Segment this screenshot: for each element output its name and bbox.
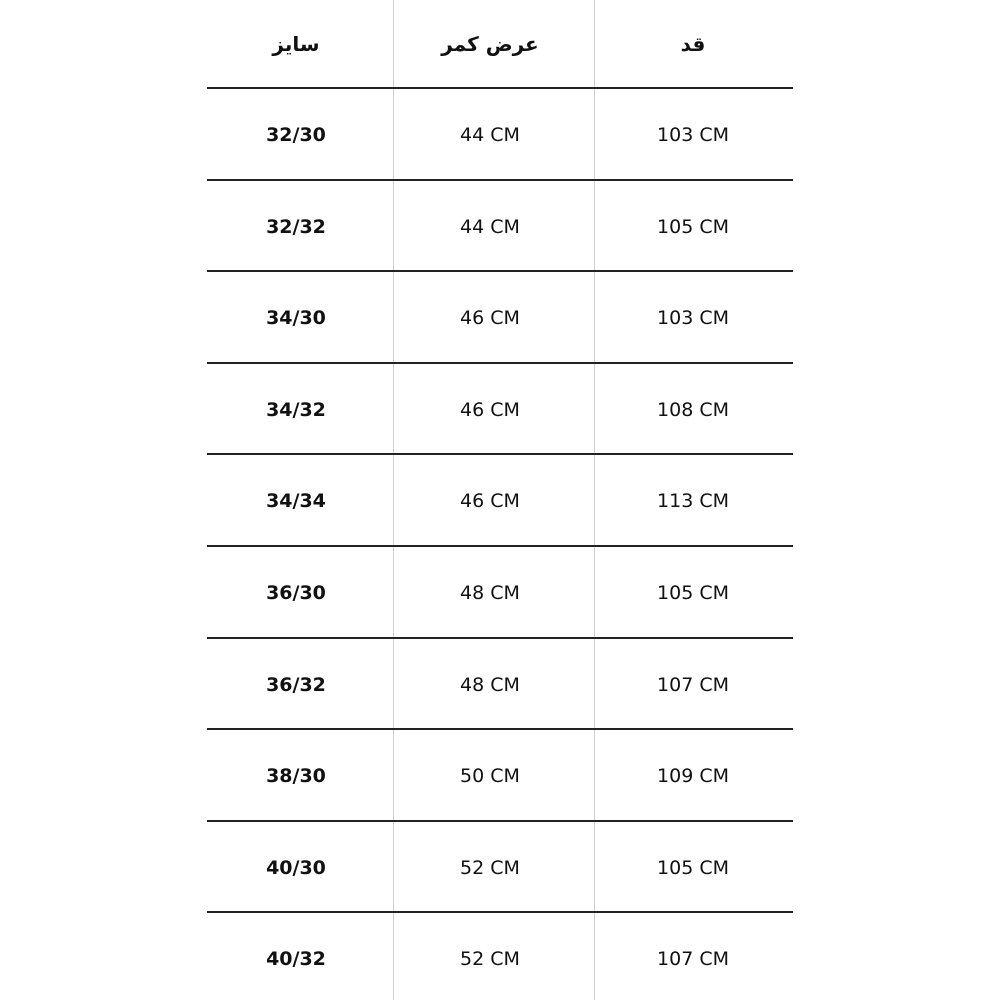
row-divider [207,270,793,273]
waist-width-cell: 46 CM [460,307,520,330]
length-cell: 107 CM [657,948,729,971]
row-divider [207,819,793,822]
waist-width-cell: 52 CM [460,856,520,879]
length-cell: 109 CM [657,765,729,788]
size-cell: 36/30 [266,582,326,604]
length-cell: 108 CM [657,398,729,421]
length-cell: 107 CM [657,673,729,696]
header-size: سایز [272,32,320,56]
waist-width-cell: 52 CM [460,948,520,971]
size-cell: 32/30 [266,124,326,146]
length-cell: 103 CM [657,124,729,146]
row-divider [207,361,793,364]
waist-width-cell: 48 CM [460,673,520,696]
row-divider [207,728,793,731]
waist-width-cell: 44 CM [460,215,520,238]
row-divider [207,911,793,914]
waist-width-cell: 50 CM [460,765,520,788]
waist-width-cell: 46 CM [460,398,520,421]
size-cell: 34/34 [266,490,326,513]
length-cell: 105 CM [657,215,729,238]
column-divider [393,0,394,1000]
row-divider [207,545,793,547]
row-divider [207,178,793,181]
length-cell: 103 CM [657,307,729,330]
size-cell: 32/32 [266,215,326,238]
row-divider [207,453,793,456]
size-cell: 38/30 [266,765,326,788]
row-divider [207,636,793,639]
length-cell: 105 CM [657,856,729,879]
header-length: قد [680,32,706,56]
length-cell: 113 CM [657,490,729,513]
waist-width-cell: 46 CM [460,490,520,513]
size-cell: 34/30 [266,307,326,330]
length-cell: 105 CM [657,582,729,604]
size-cell: 40/30 [266,856,326,879]
size-cell: 36/32 [266,673,326,696]
waist-width-cell: 48 CM [460,582,520,604]
column-divider [594,0,595,1000]
waist-width-cell: 44 CM [460,124,520,146]
size-cell: 40/32 [266,948,326,971]
size-cell: 34/32 [266,398,326,421]
header-waist-width: عرض کمر [441,32,539,56]
row-divider [207,87,793,89]
